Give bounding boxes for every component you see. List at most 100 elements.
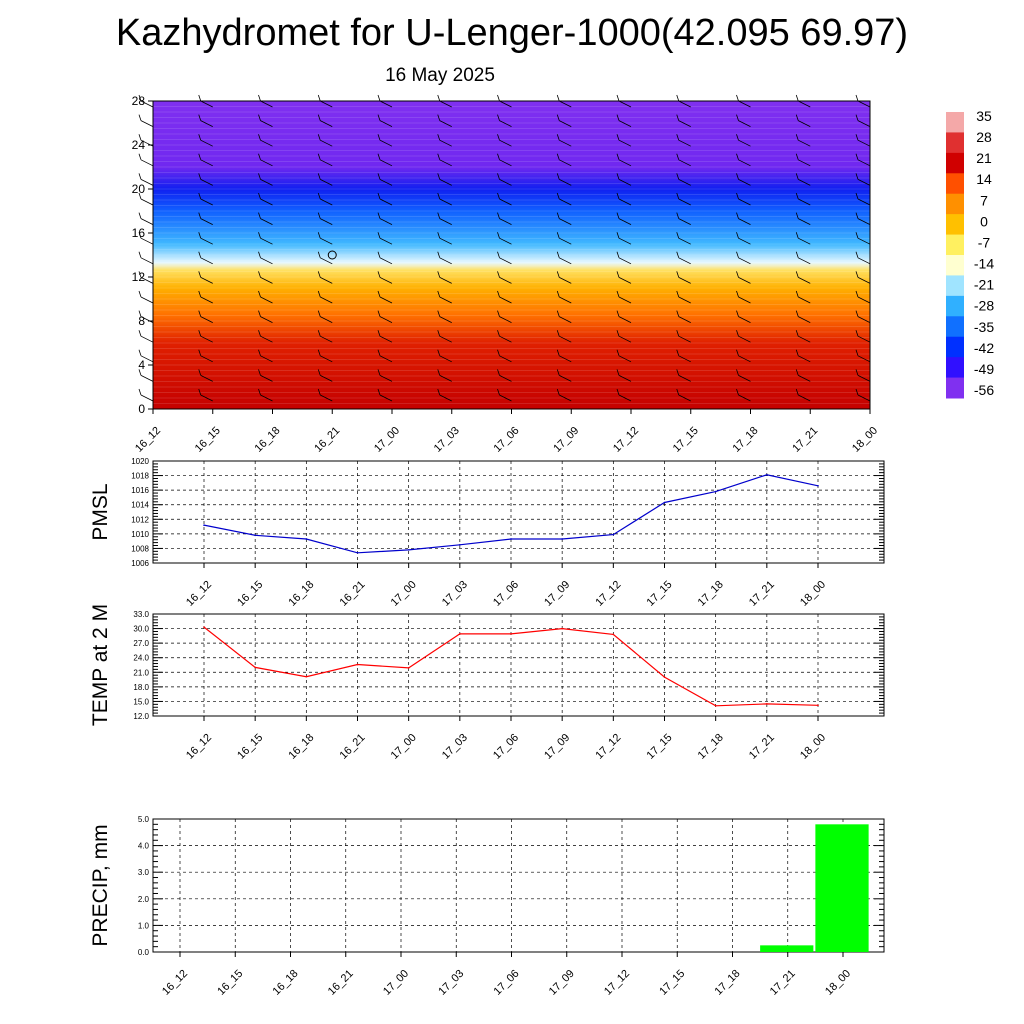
wind-barb-flag	[437, 369, 441, 376]
colorbar-label: 21	[976, 150, 992, 166]
data-point	[663, 501, 666, 504]
wind-barb	[379, 159, 393, 167]
wind-barb-flag	[317, 310, 321, 317]
wind-barb	[320, 296, 333, 304]
data-point	[356, 663, 359, 666]
wind-barb-flag	[258, 330, 261, 337]
wind-barb-flag	[138, 271, 142, 278]
wind-barb	[200, 159, 213, 167]
wind-barb-flag	[198, 114, 202, 121]
y-tick-label: 20	[132, 182, 146, 196]
colorbar-label: -35	[974, 319, 994, 335]
wind-barb-flag	[676, 212, 680, 219]
wind-barb-flag	[736, 271, 739, 278]
wind-barb-flag	[138, 251, 142, 258]
wind-barb-flag	[497, 251, 500, 258]
y-tick-label: 8	[138, 314, 145, 328]
wind-barb-flag	[377, 173, 381, 180]
wind-barb-flag	[556, 192, 560, 200]
wind-barb	[738, 198, 751, 206]
wind-barb-flag	[258, 369, 261, 376]
colorbar-swatch	[946, 173, 964, 195]
wind-barb-flag	[616, 330, 620, 337]
wind-barb-flag	[736, 369, 739, 376]
wind-barb-flag	[377, 212, 381, 219]
x-tick-label: 16_15	[235, 732, 265, 762]
colorbar-swatch	[946, 357, 964, 379]
colorbar-swatch	[946, 295, 964, 317]
wind-barb-flag	[736, 94, 739, 102]
wind-barb-flag	[795, 310, 799, 317]
wind-barb-flag	[795, 153, 799, 160]
wind-barb	[798, 139, 811, 147]
wind-barb	[857, 139, 871, 147]
wind-barb	[260, 257, 273, 265]
colorbar-swatch	[946, 234, 964, 256]
wind-barb	[678, 296, 691, 304]
data-point	[766, 474, 768, 476]
wind-barb	[618, 277, 632, 284]
y-tick-label: 16	[132, 226, 146, 240]
x-tick-label: 17_21	[747, 579, 777, 609]
y-tick-label: 4.0	[138, 842, 150, 851]
x-tick-label: 17_12	[593, 579, 623, 609]
x-tick-label: 16_12	[184, 732, 214, 762]
wind-barb-flag	[616, 310, 620, 317]
wind-barb-flag	[198, 153, 202, 160]
wind-barb	[798, 277, 811, 284]
wind-barb-flag	[556, 330, 560, 337]
y-tick-label: 1006	[131, 559, 149, 568]
wind-barb-flag	[198, 173, 202, 180]
wind-barb-flag	[616, 134, 620, 141]
wind-barb-flag	[795, 388, 799, 396]
wind-barb-flag	[855, 192, 859, 200]
wind-barb-flag	[437, 290, 441, 298]
wind-barb	[857, 100, 871, 108]
wind-barb	[320, 159, 333, 167]
heatmap-field	[153, 101, 870, 409]
wind-barb-flag	[317, 251, 321, 258]
wind-barb-flag	[437, 212, 441, 219]
wind-barb-flag	[497, 369, 500, 376]
wind-barb	[499, 218, 512, 225]
wind-barb	[738, 355, 751, 363]
wind-barb-flag	[855, 271, 859, 278]
wind-barb	[559, 335, 572, 343]
x-tick-label: 17_09	[547, 968, 577, 998]
wind-barb	[260, 198, 273, 206]
wind-barb-flag	[556, 114, 560, 121]
wind-barb-flag	[138, 192, 142, 200]
wind-barb	[200, 237, 213, 245]
wind-barb-flag	[497, 349, 500, 356]
wind-barb-flag	[258, 271, 261, 278]
wind-barb-flag	[556, 94, 560, 102]
data-point	[459, 633, 461, 635]
wind-barb	[738, 375, 751, 382]
wind-barb-flag	[437, 349, 441, 356]
data-point	[510, 538, 512, 540]
wind-barb	[439, 316, 452, 323]
wind-barb	[260, 335, 273, 343]
wind-barb	[260, 100, 273, 108]
wind-barb-flag	[855, 134, 859, 141]
wind-barb	[738, 218, 751, 225]
x-tick-label: 17_06	[492, 425, 522, 455]
wind-barb-flag	[616, 173, 620, 180]
data-point	[817, 704, 819, 707]
x-tick-label: 17_21	[768, 968, 798, 998]
wind-barb	[379, 218, 393, 225]
wind-barb-flag	[258, 94, 261, 102]
wind-barb	[738, 179, 751, 186]
wind-barb	[320, 394, 333, 402]
wind-barb	[439, 296, 452, 304]
wind-barb	[857, 277, 871, 284]
wind-barb	[260, 179, 273, 186]
wind-barb	[439, 335, 452, 343]
wind-barb-flag	[795, 369, 799, 376]
wind-barb-flag	[258, 153, 261, 160]
wind-barb-flag	[377, 290, 381, 298]
wind-barb-flag	[377, 330, 381, 337]
data-point	[459, 543, 461, 546]
wind-barb	[260, 139, 273, 147]
wind-barb-flag	[198, 388, 202, 396]
